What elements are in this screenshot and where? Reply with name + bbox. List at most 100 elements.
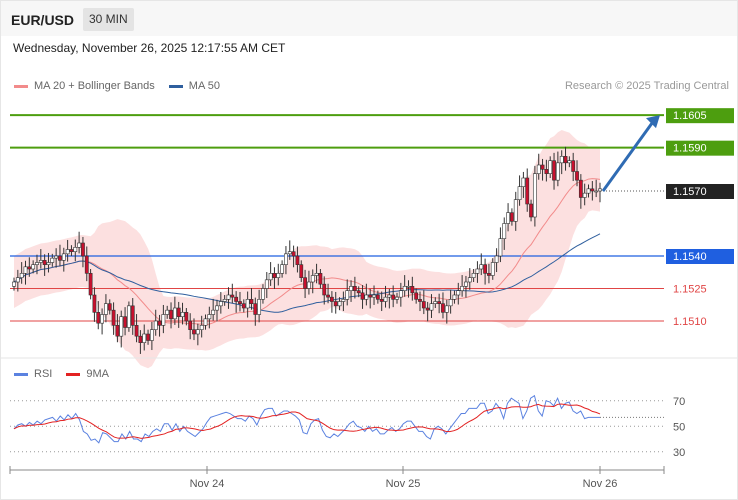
- candle-body: [510, 212, 514, 222]
- candle-body: [253, 303, 258, 315]
- candle-body: [149, 329, 154, 341]
- candle-body: [115, 325, 120, 337]
- candle-body: [119, 316, 124, 337]
- candle-body: [84, 255, 89, 274]
- candle-body: [153, 320, 158, 330]
- candle-body: [437, 301, 442, 304]
- candle-body: [548, 160, 553, 174]
- bollinger-band: [14, 129, 600, 369]
- candle-body: [257, 299, 262, 315]
- candle-body: [356, 290, 361, 294]
- candle-body: [218, 301, 223, 307]
- candle-body: [130, 305, 135, 326]
- candle-body: [100, 314, 104, 324]
- candle-body: [471, 273, 476, 278]
- candle-body: [138, 335, 143, 343]
- candle-body: [81, 242, 85, 257]
- candle-body: [586, 188, 591, 194]
- candle-body: [395, 296, 399, 300]
- candle-body: [245, 299, 250, 309]
- timeframe-button[interactable]: 30 MIN: [83, 8, 134, 31]
- candle-body: [383, 296, 388, 302]
- candle-body: [513, 199, 518, 222]
- candle-body: [532, 173, 537, 218]
- candle-body: [372, 294, 376, 298]
- candle-body: [203, 318, 208, 326]
- candle-body: [215, 305, 219, 311]
- candle-body: [429, 303, 434, 311]
- candle-body: [77, 242, 82, 248]
- candle-body: [402, 286, 407, 291]
- candle-body: [349, 286, 353, 291]
- rsi-line: [13, 394, 600, 444]
- x-tick-label: Nov 25: [386, 478, 421, 490]
- candle-body: [142, 333, 147, 343]
- candle-body: [444, 305, 449, 313]
- candle-body: [23, 266, 28, 274]
- candle-body: [307, 281, 311, 289]
- candle-body: [222, 299, 227, 302]
- candle-body: [326, 294, 330, 298]
- candle-body: [299, 264, 304, 278]
- candle-body: [295, 255, 300, 265]
- candle-body: [226, 294, 231, 300]
- candle-body: [525, 177, 530, 205]
- price-level-1.1590: 1.1590: [10, 140, 734, 156]
- candle-body: [410, 286, 415, 294]
- candle-body: [379, 299, 384, 302]
- candle-body: [96, 312, 101, 324]
- candle-body: [540, 164, 545, 170]
- candle-body: [364, 294, 369, 300]
- candle-body: [276, 273, 281, 278]
- candle-body: [261, 288, 265, 300]
- price-level-1.1510: 1.1510: [10, 316, 707, 328]
- candle-body: [337, 301, 342, 307]
- ma20-swatch-icon: [14, 84, 28, 88]
- candle-body: [61, 253, 66, 261]
- candle-body: [38, 260, 43, 263]
- candle-body: [536, 164, 541, 174]
- candle-body: [398, 290, 403, 298]
- rsi-ma-line: [13, 403, 601, 439]
- candle-body: [192, 329, 196, 335]
- candle-body: [188, 320, 193, 330]
- candle-body: [19, 273, 24, 278]
- pivot-tag: [666, 249, 734, 264]
- candle-body: [425, 307, 430, 311]
- candle-body: [238, 301, 242, 304]
- candle-body: [207, 314, 212, 320]
- candle-body: [360, 292, 365, 300]
- candle-body: [464, 281, 468, 287]
- current-price-tag: [666, 184, 734, 199]
- candle-body: [27, 266, 32, 270]
- candle-body: [92, 294, 97, 313]
- candle-body: [15, 277, 20, 283]
- candle-body: [578, 179, 583, 198]
- candle-body: [31, 264, 36, 270]
- price-level-1.1605: 1.1605: [10, 108, 734, 124]
- legend-rsi: RSI: [14, 368, 52, 380]
- ma50-swatch-icon: [168, 84, 183, 88]
- candle-body: [479, 264, 484, 270]
- candle-body: [467, 277, 472, 283]
- candle-body: [46, 262, 51, 265]
- title-bar: EUR/USD 30 MIN: [1, 1, 737, 36]
- candle-body: [506, 212, 510, 224]
- candle-body: [375, 294, 380, 300]
- candle-body: [54, 255, 59, 259]
- candle-body: [391, 294, 396, 300]
- candle-body: [559, 156, 564, 164]
- candle-body: [582, 192, 587, 198]
- candle-body: [594, 190, 599, 193]
- candle-body: [517, 186, 522, 200]
- candle-body: [161, 314, 166, 326]
- legend-ma20-label: MA 20 + Bollinger Bands: [34, 80, 155, 92]
- candle-body: [483, 264, 487, 274]
- candle-body: [184, 312, 189, 322]
- candle-body: [421, 301, 426, 309]
- candles: [12, 146, 602, 354]
- candle-body: [134, 325, 139, 337]
- x-tick-label: Nov 26: [583, 478, 618, 490]
- support-label: 1.1525: [673, 284, 707, 296]
- symbol-title: EUR/USD: [11, 12, 75, 28]
